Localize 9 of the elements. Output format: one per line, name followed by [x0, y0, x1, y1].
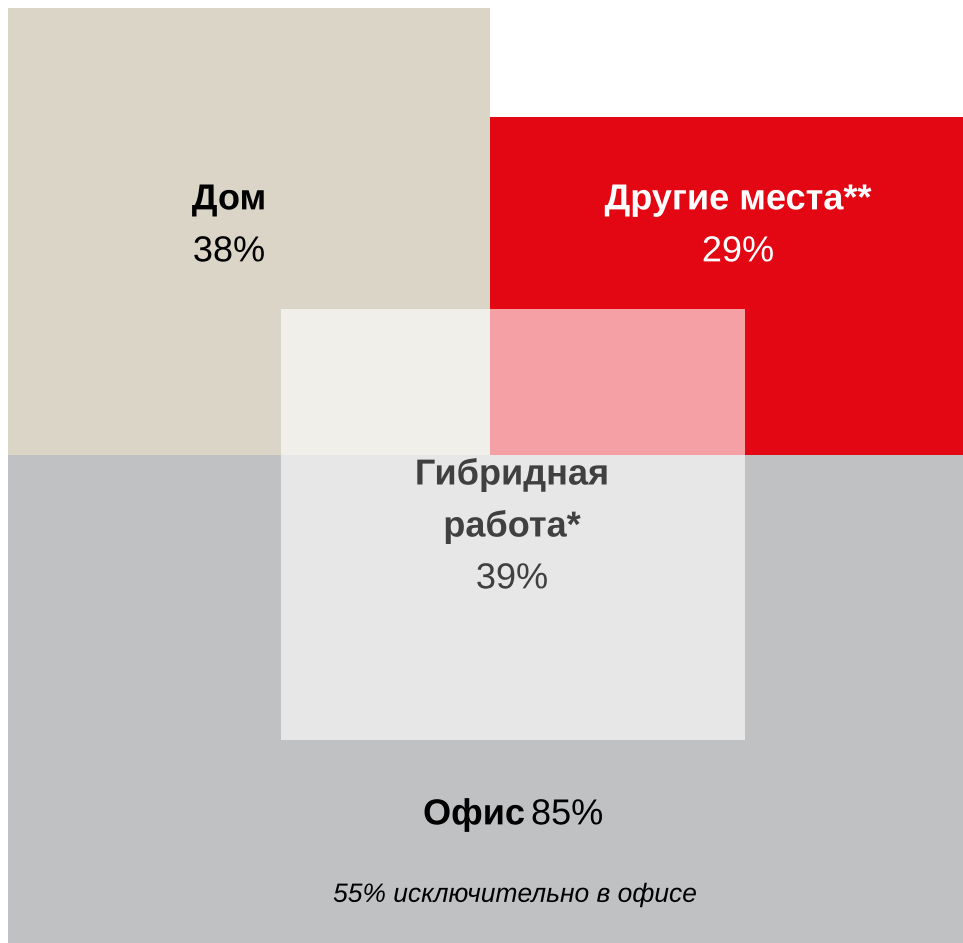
data-label: 38%	[194, 236, 264, 262]
category-label: Дом	[192, 184, 264, 217]
category-label: Гибридная работа*	[417, 458, 607, 544]
data-label: 85%	[532, 799, 602, 825]
data-label: 39%	[477, 563, 547, 589]
text: 55% исключительно в офисе	[334, 882, 696, 908]
data-label: 29%	[704, 236, 773, 262]
category-label: Офис	[424, 798, 524, 832]
category-label: Другие места**	[604, 184, 872, 217]
